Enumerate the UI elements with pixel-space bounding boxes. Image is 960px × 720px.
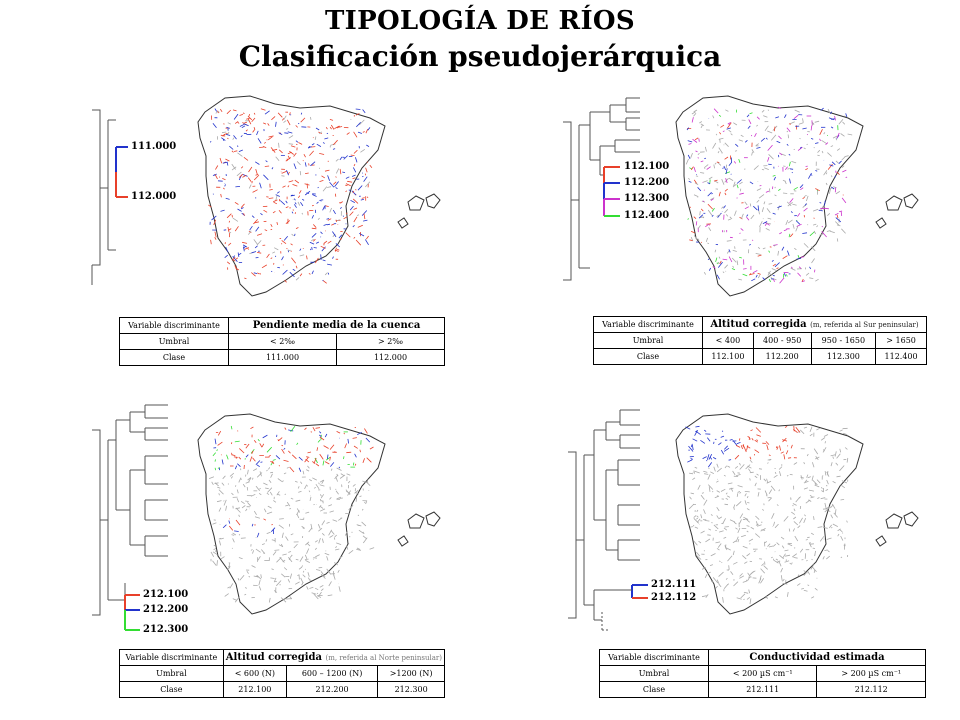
variable-table-3: Variable discriminante Altitud corregida… bbox=[119, 649, 446, 698]
row-label: Variable discriminante bbox=[599, 649, 709, 666]
class-cell: 212.100 bbox=[222, 681, 287, 698]
class-cell: 212.300 bbox=[377, 681, 445, 698]
spain-map-4 bbox=[675, 413, 919, 615]
threshold-cell: < 200 µS cm⁻¹ bbox=[707, 665, 818, 682]
class-cell: 112.300 bbox=[810, 348, 877, 365]
spain-map-3 bbox=[197, 413, 441, 615]
class-code: 212.111 bbox=[650, 579, 698, 590]
variable-table-2: Variable discriminante Altitud corregida… bbox=[593, 316, 927, 365]
variable-name: Conductividad estimada bbox=[708, 649, 926, 666]
row-label: Umbral bbox=[599, 665, 709, 682]
class-cell: 212.112 bbox=[816, 681, 926, 698]
dendrogram-3-highlight bbox=[124, 594, 140, 631]
main-title: TIPOLOGÍA DE RÍOS bbox=[325, 6, 635, 36]
class-cell: 112.400 bbox=[875, 348, 927, 365]
class-cell: 212.111 bbox=[707, 681, 818, 698]
dendrogram-3 bbox=[92, 404, 168, 616]
class-code: 212.100 bbox=[142, 589, 190, 600]
row-label: Clase bbox=[599, 681, 709, 698]
dendrogram-2 bbox=[563, 97, 640, 281]
panel-altitude-north-graphics bbox=[92, 404, 441, 631]
panel-slope-graphics bbox=[91, 95, 441, 297]
class-code: 112.300 bbox=[623, 193, 671, 204]
class-cell: 112.200 bbox=[752, 348, 812, 365]
class-code: 212.112 bbox=[650, 592, 698, 603]
class-code: 112.200 bbox=[623, 177, 671, 188]
dendrogram-4 bbox=[568, 409, 640, 631]
spain-map-2 bbox=[675, 95, 919, 297]
class-cell: 111.000 bbox=[228, 349, 337, 366]
variable-table-4: Variable discriminante Conductividad est… bbox=[599, 649, 926, 698]
class-code: 212.200 bbox=[142, 604, 190, 615]
variable-table-1: Variable discriminante Pendiente media d… bbox=[119, 317, 445, 366]
dendrogram-4-highlight bbox=[610, 584, 648, 599]
spain-map-1 bbox=[197, 95, 441, 297]
row-label: Clase bbox=[593, 348, 703, 365]
dendrogram-2-highlight bbox=[603, 166, 620, 217]
class-code: 112.400 bbox=[623, 210, 671, 221]
threshold-cell: > 200 µS cm⁻¹ bbox=[816, 665, 926, 682]
class-code: 112.000 bbox=[130, 191, 178, 202]
class-code: 112.100 bbox=[623, 161, 671, 172]
subtitle: Clasificación pseudojerárquica bbox=[238, 40, 722, 73]
dendrogram-1-highlight bbox=[115, 146, 128, 198]
panel-altitude-south-graphics bbox=[563, 95, 919, 297]
class-cell: 212.200 bbox=[285, 681, 379, 698]
row-label: Clase bbox=[119, 681, 224, 698]
class-code: 212.300 bbox=[142, 624, 190, 635]
class-cell: 112.000 bbox=[336, 349, 445, 366]
class-cell: 112.100 bbox=[702, 348, 754, 365]
class-code: 111.000 bbox=[130, 141, 178, 152]
dendrogram-1 bbox=[91, 109, 116, 285]
